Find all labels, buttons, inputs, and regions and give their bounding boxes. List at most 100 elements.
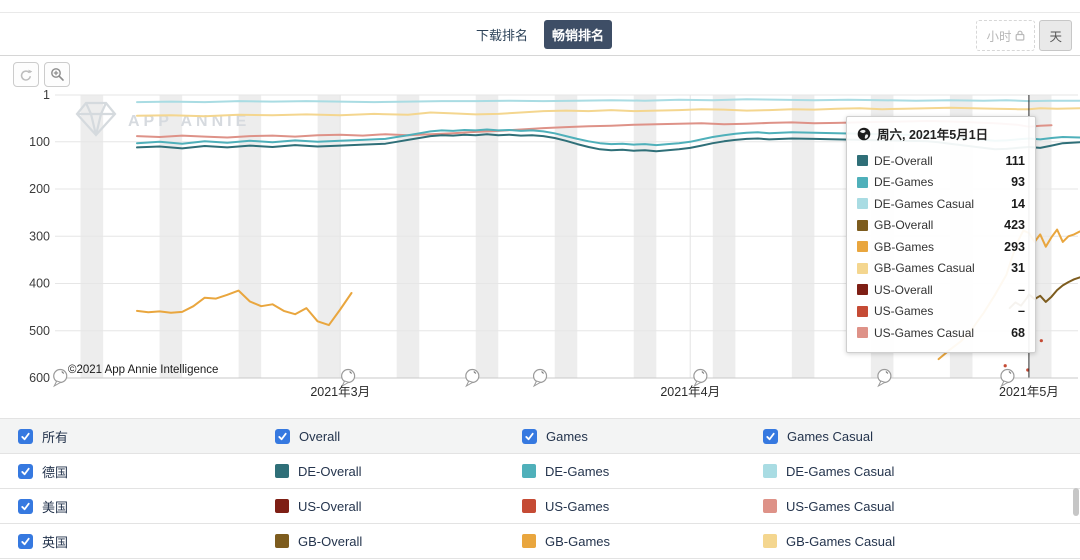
checkbox-checked[interactable] — [763, 428, 778, 444]
globe-icon — [857, 127, 871, 140]
legend-country-label: 德国 — [42, 464, 69, 480]
legend-header-cell: Games — [504, 419, 747, 453]
top-divider — [0, 12, 1080, 13]
legend-country-row: 英国 GB-Overall GB-Games GB-Games Casual — [0, 524, 1080, 559]
legend-series-cell[interactable]: GB-Games Casual — [747, 524, 1080, 558]
checkbox-checked[interactable] — [18, 428, 33, 444]
tooltip-row: DE-Games 93 — [857, 172, 1025, 194]
series-color-swatch — [857, 219, 868, 231]
checkbox-checked[interactable] — [18, 463, 33, 479]
legend-header-cell: 所有 — [0, 419, 259, 453]
zoom-in-button[interactable] — [44, 62, 70, 87]
undo-zoom-button[interactable] — [13, 62, 39, 87]
tooltip-header: 周六, 2021年5月1日 — [857, 124, 1025, 143]
series-color-swatch — [857, 305, 868, 317]
series-line-DE-Games Casual — [136, 98, 1080, 104]
tooltip-row: GB-Games 293 — [857, 236, 1025, 258]
y-axis-tick-label: 1 — [43, 88, 50, 102]
timeline-event-marker[interactable] — [465, 368, 480, 388]
legend-series-label: US-Games Casual — [786, 498, 895, 514]
tooltip-row: US-Games Casual 68 — [857, 322, 1025, 344]
series-line-GB-Games Casual — [136, 106, 1080, 118]
series-color-swatch — [857, 327, 868, 339]
series-color-swatch — [857, 176, 868, 188]
legend-series-cell[interactable]: DE-Games Casual — [747, 454, 1080, 488]
tooltip-series-value: 14 — [1011, 196, 1025, 211]
y-axis-tick-label: 300 — [29, 229, 50, 243]
tooltip-row: US-Games – — [857, 301, 1025, 323]
legend-series-label: US-Overall — [298, 498, 362, 514]
scrollbar-thumb[interactable] — [1073, 488, 1079, 516]
svg-text:APP ANNIE: APP ANNIE — [128, 113, 250, 130]
tooltip-series-label: US-Games — [874, 304, 934, 319]
y-axis-tick-label: 500 — [29, 324, 50, 338]
series-color-swatch — [275, 464, 289, 478]
time-granularity-controls: 小时 天 — [976, 20, 1072, 51]
timeline-event-marker[interactable] — [532, 368, 548, 388]
tooltip-series-value: 93 — [1011, 175, 1025, 190]
tooltip-series-value: – — [1018, 304, 1025, 319]
legend-country-cell: 德国 — [0, 454, 259, 488]
series-dot-US-Games — [1039, 339, 1043, 343]
legend-country-label: 英国 — [42, 534, 69, 550]
tooltip-series-value: 111 — [1005, 153, 1025, 168]
tooltip-series-label: DE-Games — [874, 175, 934, 190]
legend-table: 所有 Overall Games Games Casual 德国 DE-Overall DE… — [0, 418, 1080, 559]
legend-series-cell[interactable]: GB-Games — [504, 524, 747, 558]
series-color-swatch — [857, 262, 868, 274]
tooltip-series-label: DE-Games Casual — [874, 196, 975, 211]
series-color-swatch — [522, 499, 536, 513]
legend-series-cell[interactable]: US-Overall — [259, 489, 504, 523]
legend-series-label: GB-Overall — [298, 533, 363, 549]
legend-series-label: US-Games — [545, 498, 610, 514]
undo-icon — [20, 69, 33, 81]
legend-series-cell[interactable]: US-Games Casual — [747, 489, 1080, 523]
legend-header-label: Games — [546, 428, 588, 444]
series-color-swatch — [857, 284, 868, 296]
tab-download-rank[interactable]: 下载排名 — [475, 28, 528, 43]
legend-country-row: 德国 DE-Overall DE-Games DE-Games Casual — [0, 454, 1080, 489]
tab-grossing-rank[interactable]: 畅销排名 — [544, 20, 613, 49]
tooltip-row: DE-Overall 111 — [857, 150, 1025, 172]
timeline-event-marker[interactable] — [1000, 368, 1015, 388]
y-axis-tick-label: 100 — [29, 135, 50, 149]
series-color-swatch — [763, 534, 777, 548]
legend-series-cell[interactable]: GB-Overall — [259, 524, 504, 558]
legend-series-cell[interactable]: DE-Overall — [259, 454, 504, 488]
legend-series-label: DE-Games Casual — [786, 463, 895, 479]
series-color-swatch — [857, 241, 868, 253]
tooltip-date: 周六, 2021年5月1日 — [877, 128, 989, 142]
daily-button[interactable]: 天 — [1039, 20, 1072, 51]
rank-type-tabs: 下载排名 畅销排名 — [0, 20, 1080, 49]
legend-header-cell: Games Casual — [747, 419, 1080, 453]
checkbox-checked[interactable] — [275, 428, 290, 444]
checkbox-checked[interactable] — [18, 533, 33, 549]
tooltip-series-label: US-Overall — [874, 282, 933, 297]
legend-header-cell: Overall — [259, 419, 504, 453]
legend-series-cell[interactable]: US-Games — [504, 489, 747, 523]
checkbox-checked[interactable] — [18, 498, 33, 514]
legend-header-label: Games Casual — [787, 428, 873, 444]
hourly-button[interactable]: 小时 — [976, 20, 1036, 51]
magnifier-plus-icon — [50, 68, 64, 81]
legend-series-label: DE-Overall — [298, 463, 362, 479]
legend-country-cell: 美国 — [0, 489, 259, 523]
timeline-event-marker[interactable] — [693, 368, 708, 388]
timeline-event-marker[interactable] — [340, 368, 356, 388]
tooltip-row: US-Overall – — [857, 279, 1025, 301]
series-color-swatch — [522, 534, 536, 548]
timeline-event-marker[interactable] — [53, 368, 68, 388]
x-axis-tick-label: 2021年4月 — [660, 385, 720, 399]
tooltip-series-value: 68 — [1011, 325, 1025, 340]
app-annie-watermark: APP ANNIE — [75, 101, 250, 137]
series-line-GB-Games — [136, 289, 353, 327]
legend-series-cell[interactable]: DE-Games — [504, 454, 747, 488]
x-axis-tick-label: 2021年5月 — [999, 385, 1059, 399]
checkbox-checked[interactable] — [522, 428, 537, 444]
tooltip-series-label: GB-Games Casual — [874, 261, 975, 276]
timeline-event-marker[interactable] — [877, 368, 892, 388]
tooltip-rows: DE-Overall 111 DE-Games 93 DE-Games Casual 14… — [857, 150, 1025, 344]
series-color-swatch — [857, 198, 868, 210]
legend-series-label: DE-Games — [545, 463, 610, 479]
chart-toolbar — [13, 62, 70, 87]
